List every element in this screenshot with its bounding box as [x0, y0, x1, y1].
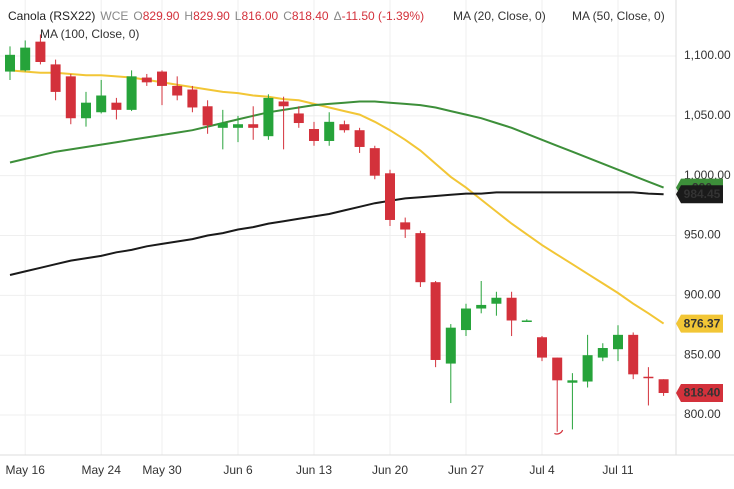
candle-body	[582, 355, 593, 382]
price-tag-label: 818.40	[684, 386, 721, 400]
candle-body	[157, 71, 167, 86]
legend-entry: MA (20, Close, 0)	[453, 9, 546, 23]
candle-body	[263, 97, 274, 137]
candle-body	[126, 76, 137, 110]
y-tick-label: 800.00	[684, 407, 721, 421]
candle-body	[643, 376, 654, 379]
candle-body	[369, 148, 380, 176]
candle-body	[491, 297, 502, 304]
x-tick-label: May 30	[142, 463, 182, 477]
candle-body	[476, 304, 487, 309]
candle-body	[400, 222, 411, 230]
candle-body	[506, 297, 517, 321]
y-tick-label: 1,000.00	[684, 168, 731, 182]
candle-body	[552, 357, 563, 381]
x-tick-label: Jun 6	[223, 463, 253, 477]
field-value: 829.90	[193, 9, 230, 23]
legend-entry: MA (50, Close, 0)	[572, 9, 665, 23]
candle-body	[217, 123, 228, 128]
candle-body	[81, 102, 91, 119]
candle-body	[567, 380, 578, 383]
candle-body	[658, 379, 669, 394]
candle-body	[187, 89, 198, 108]
field-label: L	[235, 9, 242, 23]
ma-line	[9, 191, 664, 276]
y-tick-label: 1,100.00	[684, 48, 731, 62]
candle-body	[172, 85, 183, 96]
x-tick-label: Jul 4	[529, 463, 555, 477]
candle-body	[248, 124, 259, 128]
price-tag	[676, 384, 723, 403]
candle-body	[293, 113, 304, 124]
candle-body	[354, 130, 365, 147]
candle-body	[324, 121, 335, 141]
candle-body	[415, 233, 426, 283]
low-marker	[550, 421, 564, 435]
candle-body	[111, 102, 122, 110]
price-tag	[676, 314, 723, 333]
field-label: H	[184, 9, 193, 23]
candle-body	[339, 124, 350, 131]
ma-line	[9, 69, 665, 325]
y-tick-label: 1,050.00	[684, 108, 731, 122]
field-value: 816.00	[241, 9, 278, 23]
candle-body	[20, 47, 31, 71]
price-tag-label: 984.45	[684, 187, 721, 201]
field-value: 829.90	[143, 9, 180, 23]
y-tick-label: 950.00	[684, 228, 721, 242]
x-tick-label: May 16	[6, 463, 46, 477]
candle-body	[628, 334, 639, 375]
candle-body	[65, 76, 76, 119]
candle-body	[278, 101, 289, 107]
candle-body	[385, 173, 395, 220]
symbol: Canola (RSX22)	[8, 9, 95, 23]
candle-body	[141, 77, 152, 83]
y-tick-label: 900.00	[684, 288, 721, 302]
candle-body	[613, 334, 623, 350]
legend-entry: MA (100, Close, 0)	[40, 27, 139, 41]
price-tag	[676, 185, 723, 204]
header: Canola (RSX22) WCE O829.90 H829.90 L816.00 C8…	[8, 9, 424, 23]
field-label: C	[283, 9, 292, 23]
candle-body	[5, 54, 15, 72]
candle-body	[309, 129, 319, 141]
candle-body	[430, 282, 441, 360]
candle-body	[461, 308, 471, 331]
field-value: -11.50 (-1.39%)	[342, 9, 424, 23]
candle-body	[202, 106, 213, 126]
x-tick-label: Jun 27	[448, 463, 484, 477]
candle-body	[96, 95, 107, 113]
exchange: WCE	[100, 9, 128, 23]
x-tick-label: Jul 11	[602, 463, 633, 477]
x-tick-label: Jun 20	[372, 463, 408, 477]
field-label: Δ	[334, 9, 342, 23]
candle-body	[50, 64, 61, 92]
x-tick-label: Jun 13	[296, 463, 332, 477]
candle-body	[521, 320, 532, 322]
field-value: 818.40	[292, 9, 329, 23]
candle-body	[445, 327, 456, 364]
candle-body	[537, 337, 547, 358]
candle-body	[233, 124, 243, 128]
plot-area	[0, 0, 676, 455]
price-tag-label: 876.37	[684, 316, 721, 330]
candle-body	[597, 348, 608, 358]
field-label: O	[133, 9, 142, 23]
y-tick-label: 850.00	[684, 347, 721, 361]
ma-line	[9, 100, 664, 189]
x-tick-label: May 24	[82, 463, 122, 477]
candle-body	[35, 41, 46, 62]
